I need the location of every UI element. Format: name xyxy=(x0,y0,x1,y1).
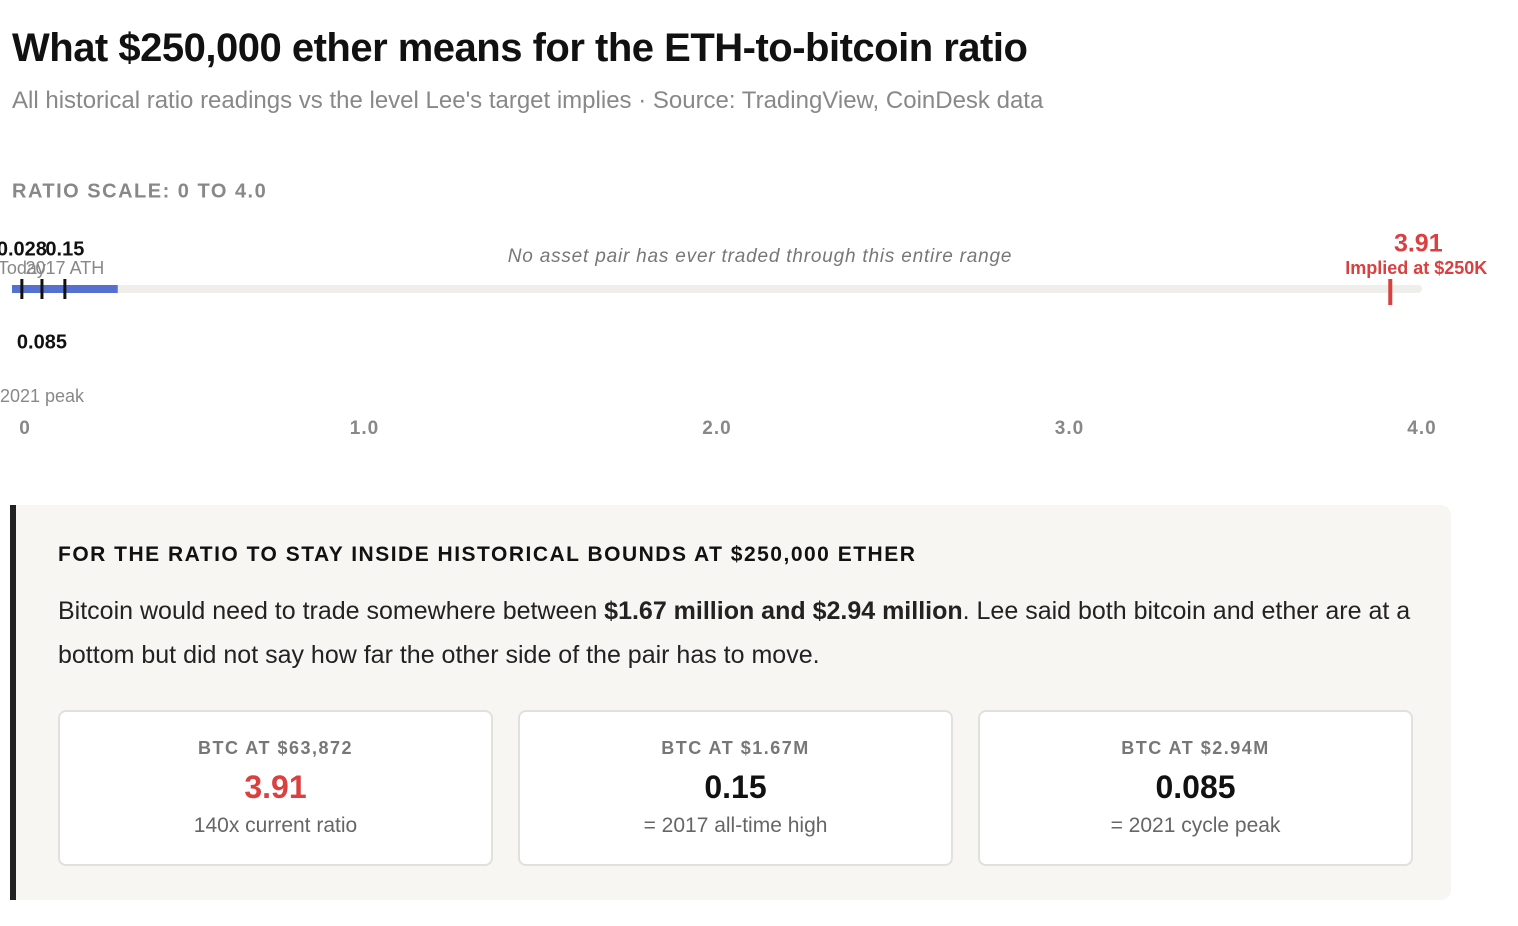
marker-value: 3.91 xyxy=(1394,230,1443,258)
marker-name: 2017 ATH xyxy=(26,258,105,278)
marker-name: Implied at $250K xyxy=(1345,258,1487,278)
body-bold: $1.67 million and $2.94 million xyxy=(604,597,963,625)
x-tick-label: 1.0 xyxy=(350,418,379,439)
body-text: Bitcoin would need to trade somewhere be… xyxy=(58,597,605,625)
callout-heading: FOR THE RATIO TO STAY INSIDE HISTORICAL … xyxy=(58,543,917,566)
marker-value: 0.15 xyxy=(45,238,84,260)
card-value: 0.085 xyxy=(1155,769,1236,805)
card-note: = 2021 cycle peak xyxy=(1110,814,1281,837)
marker-name: 2021 peak xyxy=(0,386,85,406)
x-tick-label: 2.0 xyxy=(702,418,731,439)
x-tick-label: 4.0 xyxy=(1407,418,1436,439)
marker xyxy=(20,279,24,299)
card-value: 0.15 xyxy=(704,769,767,805)
axis-label: RATIO SCALE: 0 TO 4.0 xyxy=(12,180,267,202)
note: No asset pair has ever traded through th… xyxy=(508,246,1013,267)
x-tick-label: 0 xyxy=(19,418,31,439)
card-note: 140x current ratio xyxy=(193,814,358,837)
card-label: BTC AT $1.67M xyxy=(661,738,810,758)
title: What $250,000 ether means for the ETH-to… xyxy=(12,26,1028,70)
stat-card: BTC AT $2.94M 0.085 = 2021 cycle peak xyxy=(978,710,1413,866)
marker xyxy=(40,279,44,299)
stat-card: BTC AT $63,872 3.91 140x current ratio xyxy=(58,710,493,866)
card-value: 3.91 xyxy=(244,769,307,805)
chart: RATIO SCALE: 0 TO 4.0 No asset pair has e… xyxy=(0,180,1487,439)
track xyxy=(12,285,1422,293)
stat-card: BTC AT $1.67M 0.15 = 2017 all-time high xyxy=(518,710,953,866)
body-text: . Lee said both bitcoin and ether are at… xyxy=(58,597,1411,669)
marker-value: 0.085 xyxy=(17,331,67,353)
card-label: BTC AT $63,872 xyxy=(197,738,354,758)
marker xyxy=(1388,279,1393,305)
marker-name: Today xyxy=(0,258,46,278)
marker-value: 0.028 xyxy=(0,238,47,260)
subtitle: All historical ratio readings vs the lev… xyxy=(12,87,1044,114)
x-tick-label: 3.0 xyxy=(1055,418,1084,439)
callout: FOR THE RATIO TO STAY INSIDE HISTORICAL … xyxy=(10,505,1451,900)
callout-body: Bitcoin would need to trade somewhere be… xyxy=(58,589,1418,677)
marker xyxy=(63,279,67,299)
card-note: = 2017 all-time high xyxy=(643,814,828,837)
card-label: BTC AT $2.94M xyxy=(1121,738,1270,758)
